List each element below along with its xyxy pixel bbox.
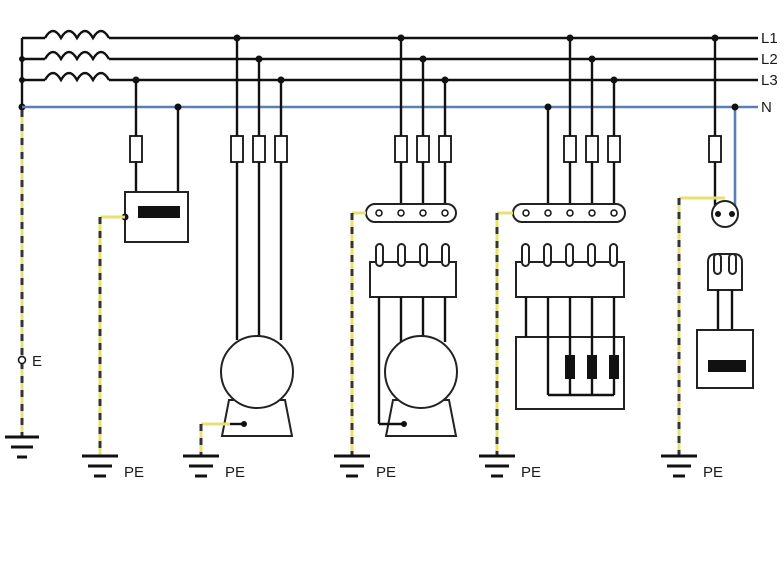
heating-element: [565, 355, 575, 379]
fuse: [585, 135, 599, 163]
pe-ground-symbol-3: [334, 454, 370, 478]
earth-terminal: [17, 355, 27, 365]
coil-l1: [43, 29, 111, 41]
pe-ground-symbol-2: [183, 454, 219, 478]
fuse: [563, 135, 577, 163]
load-socket-appliance: PE: [661, 34, 754, 481]
label-pe-4: PE: [521, 464, 541, 481]
fuse: [607, 135, 621, 163]
label-l1: L1: [761, 30, 778, 47]
heating-element: [587, 355, 597, 379]
pe-ground-symbol-4: [479, 454, 515, 478]
label-pe-2: PE: [225, 464, 245, 481]
plug: [369, 243, 457, 298]
label-l3: L3: [761, 72, 778, 89]
load-single-phase-heater: PE: [82, 76, 189, 481]
load-three-phase-heater: PE: [479, 34, 626, 481]
fuse: [394, 135, 408, 163]
plug-5-pin: [515, 243, 625, 298]
socket-outlet: [711, 200, 739, 228]
appliance-element: [708, 360, 746, 372]
source-coils: [18, 29, 111, 111]
pe-ground-symbol-1: [82, 454, 118, 478]
fuse: [708, 135, 722, 163]
fuse: [438, 135, 452, 163]
coil-l3: [43, 71, 111, 83]
schuko-plug: [707, 253, 743, 330]
pe-ground-symbol-5: [661, 454, 697, 478]
earth-electrode: E: [5, 110, 42, 459]
motor-body: [220, 335, 294, 409]
heater-element: [138, 206, 180, 218]
label-l2: L2: [761, 51, 778, 68]
label-pe-3: PE: [376, 464, 396, 481]
fuse: [252, 135, 266, 163]
earth-ground-symbol: [5, 435, 39, 459]
label-n: N: [761, 99, 772, 116]
fuse: [416, 135, 430, 163]
appliance-box: [696, 329, 754, 389]
motor-body: [384, 335, 458, 409]
fuse: [129, 135, 143, 163]
label-pe-1: PE: [124, 464, 144, 481]
load-three-phase-motor: PE: [183, 34, 294, 481]
coil-l2: [43, 50, 111, 62]
fuse: [274, 135, 288, 163]
label-earth: E: [32, 353, 42, 370]
fuse: [230, 135, 244, 163]
load-motor-with-plug: PE: [334, 34, 458, 481]
label-pe-5: PE: [703, 464, 723, 481]
heating-element: [609, 355, 619, 379]
